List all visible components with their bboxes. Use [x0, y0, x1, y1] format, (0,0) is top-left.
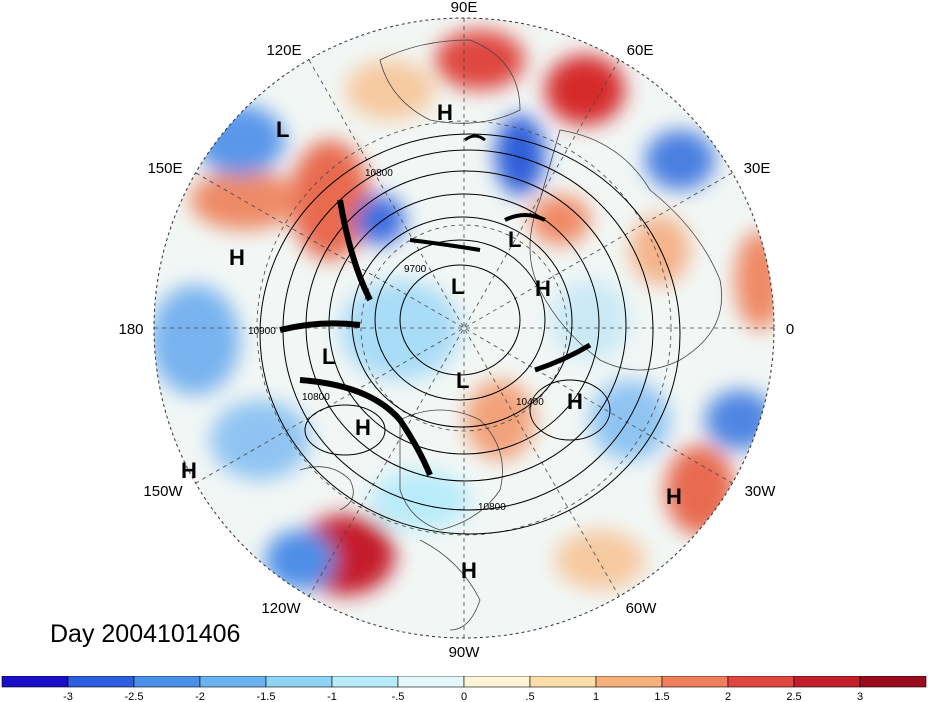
colorbar-tick-label: 2	[725, 691, 731, 702]
contour-label: 10800	[478, 502, 506, 513]
colorbar-tick-label: -1.5	[257, 691, 276, 702]
low-marker: L	[276, 117, 289, 142]
colorbar-box	[133, 676, 201, 688]
colorbar-tick-label: -.5	[392, 691, 405, 702]
colorbar-box	[265, 676, 333, 688]
colorbar-tick-label: -3	[63, 691, 73, 702]
colorbar-tick-label: .5	[525, 691, 534, 702]
longitude-label: 150W	[143, 483, 183, 500]
high-marker: H	[461, 558, 477, 583]
colorbar-tick-label: 3	[857, 691, 863, 702]
map-boundary	[153, 17, 775, 639]
contour-labels: 10800 9700 10900 10800 10400 10800	[248, 168, 544, 513]
high-marker: H	[535, 276, 551, 301]
low-marker: L	[508, 227, 521, 252]
colorbar-box	[727, 676, 795, 688]
day-title: Day 2004101406	[50, 620, 241, 648]
colorbar-box	[331, 676, 399, 688]
longitude-label: 150E	[147, 160, 182, 177]
longitude-label: 60W	[626, 600, 658, 617]
low-marker: L	[451, 274, 464, 299]
longitude-label: 120E	[266, 42, 301, 59]
low-marker: L	[456, 368, 469, 393]
jet-streaks	[279, 134, 592, 477]
longitude-labels: 90E 60E 30E 0 30W 60W 90W 120W 150W 180 …	[118, 0, 794, 661]
high-marker: H	[666, 484, 682, 509]
colorbar-box	[397, 676, 465, 688]
colorbar-box	[1, 676, 69, 688]
polar-map: 10800 9700 10900 10800 10400 10800 H L H…	[118, 0, 794, 661]
pressure-system-markers: H L H L L H L L H H H H H	[181, 100, 682, 583]
high-marker: H	[567, 389, 583, 414]
longitude-label: 180	[118, 321, 143, 338]
colorbar-tick-label: -2	[195, 691, 205, 702]
contour-label: 10900	[248, 326, 276, 337]
contour-label: 9700	[404, 264, 427, 275]
graticule	[154, 18, 774, 638]
colorbar-box	[463, 676, 531, 688]
high-marker: H	[355, 415, 371, 440]
colorbar-box	[529, 676, 597, 688]
colorbar-tick-label: 1	[593, 691, 599, 702]
colorbar-box	[67, 676, 135, 688]
colorbar-box	[661, 676, 729, 688]
colorbar-box	[793, 676, 861, 688]
high-marker: H	[229, 245, 245, 270]
colorbar-tick-label: 2.5	[786, 691, 801, 702]
colorbar-boxes	[1, 676, 927, 688]
colorbar-box	[859, 676, 927, 688]
high-marker: H	[437, 100, 453, 125]
longitude-label: 30W	[745, 483, 777, 500]
colorbar: -3 -2.5 -2 -1.5 -1 -.5 0 .5 1 1.5 2 2.5 3	[1, 676, 927, 702]
contour-label: 10800	[365, 168, 393, 179]
longitude-label: 90W	[449, 644, 481, 661]
colorbar-box	[595, 676, 663, 688]
colorbar-tick-label: -2.5	[125, 691, 144, 702]
colorbar-ticks: -3 -2.5 -2 -1.5 -1 -.5 0 .5 1 1.5 2 2.5 3	[63, 691, 863, 702]
high-marker: H	[181, 458, 197, 483]
longitude-label: 0	[786, 321, 794, 338]
contour-label: 10400	[516, 397, 544, 408]
colorbar-tick-label: 0	[461, 691, 467, 702]
coastlines	[299, 39, 723, 631]
longitude-label: 60E	[627, 42, 654, 59]
longitude-label: 120W	[261, 600, 301, 617]
colorbar-box	[199, 676, 267, 688]
low-marker: L	[322, 344, 335, 369]
longitude-label: 90E	[451, 0, 478, 16]
contour-label: 10800	[302, 392, 330, 403]
colorbar-tick-label: -1	[327, 691, 337, 702]
colorbar-tick-label: 1.5	[654, 691, 669, 702]
longitude-label: 30E	[744, 160, 771, 177]
